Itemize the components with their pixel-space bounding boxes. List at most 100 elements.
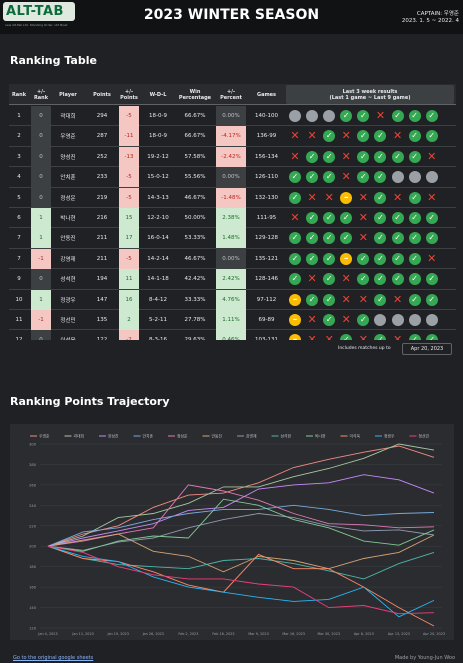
- cell-points-change: -11: [119, 126, 139, 147]
- loss-x-icon: ✕: [427, 251, 437, 265]
- last-results: ✕ ✓ ✓ ✓ ✕ ✓ ✓ ✓ ✓: [289, 212, 443, 224]
- col-pct-change: +/- Percent: [220, 88, 242, 101]
- win-check-icon: ✓: [289, 232, 301, 245]
- loss-x-icon: ✕: [341, 272, 351, 286]
- series-line: [47, 545, 435, 615]
- cell-rank: 9: [17, 276, 21, 283]
- cell-points-change: -13: [119, 146, 139, 167]
- x-tick-label: Apr 6, 2023: [354, 632, 374, 636]
- cell-win-pct: 42.42%: [184, 276, 206, 283]
- loss-x-icon: ✕: [392, 129, 403, 143]
- legend-label: 양성진: [108, 433, 119, 438]
- win-check-icon: ✓: [374, 150, 387, 163]
- loss-x-icon: ✕: [341, 129, 351, 143]
- win-check-icon: ✓: [408, 150, 421, 163]
- cell-points-change: -5: [119, 167, 139, 188]
- table-row: 7 1 안동진 211 17 16-0-14 53.33% 1.48% 129-128 ✓ ✓ ✓ ✓ ✕…: [9, 228, 456, 249]
- cell-games: 132-130: [255, 194, 278, 201]
- no-game-dot-icon: [425, 171, 438, 184]
- cell-rank: 12: [9, 330, 29, 340]
- cell-win-pct: 57.58%: [184, 153, 206, 160]
- cell-points-change: 11: [119, 269, 139, 290]
- win-check-icon: ✓: [391, 232, 404, 245]
- cell-player: 안치훈: [60, 175, 76, 182]
- cell-points: 211: [96, 255, 108, 262]
- y-tick-label: 300: [29, 443, 37, 447]
- cell-wdl: 8-3-16: [143, 330, 173, 340]
- last-results-title: Last 3 week results: [342, 88, 398, 95]
- win-check-icon: ✓: [374, 293, 387, 306]
- win-check-icon: ✓: [289, 171, 301, 184]
- win-check-icon: ✓: [408, 334, 421, 340]
- no-game-dot-icon: [374, 314, 387, 326]
- win-check-icon: ✓: [408, 252, 421, 265]
- loss-x-icon: ✕: [290, 211, 300, 224]
- no-game-dot-icon: [323, 110, 336, 122]
- cell-pct-change: -4.17%: [216, 126, 246, 147]
- trajectory-title: Ranking Points Trajectory: [10, 395, 170, 408]
- x-tick-label: Mar 16, 2023: [282, 632, 305, 636]
- google-sheets-link[interactable]: Go to the original google sheets: [13, 655, 94, 661]
- loss-x-icon: ✕: [341, 149, 351, 163]
- last-results: – ✕ ✓ ✕ ✓: [289, 314, 443, 326]
- cell-points-change: -2: [119, 330, 139, 340]
- table-row: 11 -1 정선민 135 2 5-2-11 27.78% 1.11% 69-89– ✕ ✓ ✕ ✓: [9, 310, 456, 331]
- cell-rank: 7: [17, 255, 21, 262]
- x-tick-label: Jan 11, 2023: [71, 632, 93, 636]
- table-row: 120이석욱122-28-3-1629.63%0.46%103-131–✕✕✓✕…: [9, 330, 456, 340]
- cell-pct-change: 0.00%: [216, 248, 246, 269]
- win-check-icon: ✓: [323, 212, 336, 224]
- cell-win-pct: 50.00%: [184, 215, 206, 221]
- table-row: 9 0 성석현 194 11 14-1-18 42.42% 2.42% 128-146 ✓ ✕ ✓ ✕ ✓…: [9, 269, 456, 290]
- win-check-icon: ✓: [425, 232, 438, 245]
- cell-points: 211: [96, 235, 108, 242]
- header-bar: ALT-TAB new Alt-Tab Ltd. Standing Order,…: [0, 0, 463, 34]
- loss-x-icon: ✕: [307, 272, 317, 286]
- x-tick-label: Feb 2, 2023: [178, 632, 198, 636]
- cell-player: 이석욱: [53, 330, 83, 340]
- x-tick-label: Mar 30, 2023: [317, 632, 340, 636]
- x-tick-label: Apr 20, 2023: [423, 632, 445, 636]
- loss-x-icon: ✕: [375, 109, 386, 122]
- no-game-dot-icon: [408, 314, 421, 326]
- cell-rank-change: 0: [31, 106, 51, 126]
- win-check-icon: ✓: [289, 191, 301, 204]
- cell-wdl: 16-0-14: [147, 235, 169, 242]
- cell-player: 정선민: [60, 318, 76, 324]
- series-line: [47, 445, 435, 547]
- cell-rank: 7: [17, 235, 21, 242]
- cell-player: 강영재: [60, 256, 76, 263]
- cell-games: 136-99: [256, 133, 277, 140]
- cell-player: 곽대희: [60, 114, 76, 120]
- last-results: ✓ ✕ ✓ ✕ ✓ ✓ ✓ ✓ ✓: [289, 272, 443, 286]
- win-check-icon: ✓: [323, 273, 336, 286]
- credit-text: Made by Young-Jun Woo: [394, 655, 455, 661]
- legend-label: 우영준: [39, 433, 50, 438]
- cell-pct-change: 4.76%: [216, 289, 246, 310]
- loss-x-icon: ✕: [290, 149, 300, 163]
- win-check-icon: ✓: [425, 110, 438, 122]
- table-row: 4 0 안치훈 233 -5 15-0-12 55.56% 0.00% 126-110 ✓ ✓ ✓ ✕ ✓…: [9, 167, 456, 188]
- win-check-icon: ✓: [374, 252, 387, 265]
- cell-points-change: 16: [119, 289, 139, 310]
- win-check-icon: ✓: [425, 293, 438, 306]
- last-results: ✓ ✓ ✓ – ✓ ✓ ✓ ✓ ✕: [289, 251, 443, 265]
- win-check-icon: ✓: [340, 232, 353, 245]
- win-check-icon: ✓: [289, 252, 301, 265]
- series-line: [47, 545, 435, 618]
- win-check-icon: ✓: [323, 232, 336, 245]
- cell-pct-change: 0.46%: [216, 330, 246, 340]
- x-tick-label: Apr 13, 2023: [388, 632, 410, 636]
- includes-date-field[interactable]: Apr 20, 2023: [402, 343, 452, 355]
- cell-points: 252: [96, 153, 108, 160]
- cell-win-pct: 27.78%: [184, 317, 206, 323]
- cell-points: 135: [96, 317, 108, 323]
- cell-win-pct: 66.67%: [184, 133, 206, 140]
- win-check-icon: ✓: [391, 150, 404, 163]
- cell-games: 129-128: [255, 235, 278, 242]
- ranking-table[interactable]: Rank +/- Rank Player Points +/- Points W…: [9, 84, 456, 340]
- win-check-icon: ✓: [323, 150, 336, 163]
- legend-label: 정성운: [177, 433, 188, 438]
- win-check-icon: ✓: [425, 212, 438, 224]
- win-check-icon: ✓: [323, 171, 336, 184]
